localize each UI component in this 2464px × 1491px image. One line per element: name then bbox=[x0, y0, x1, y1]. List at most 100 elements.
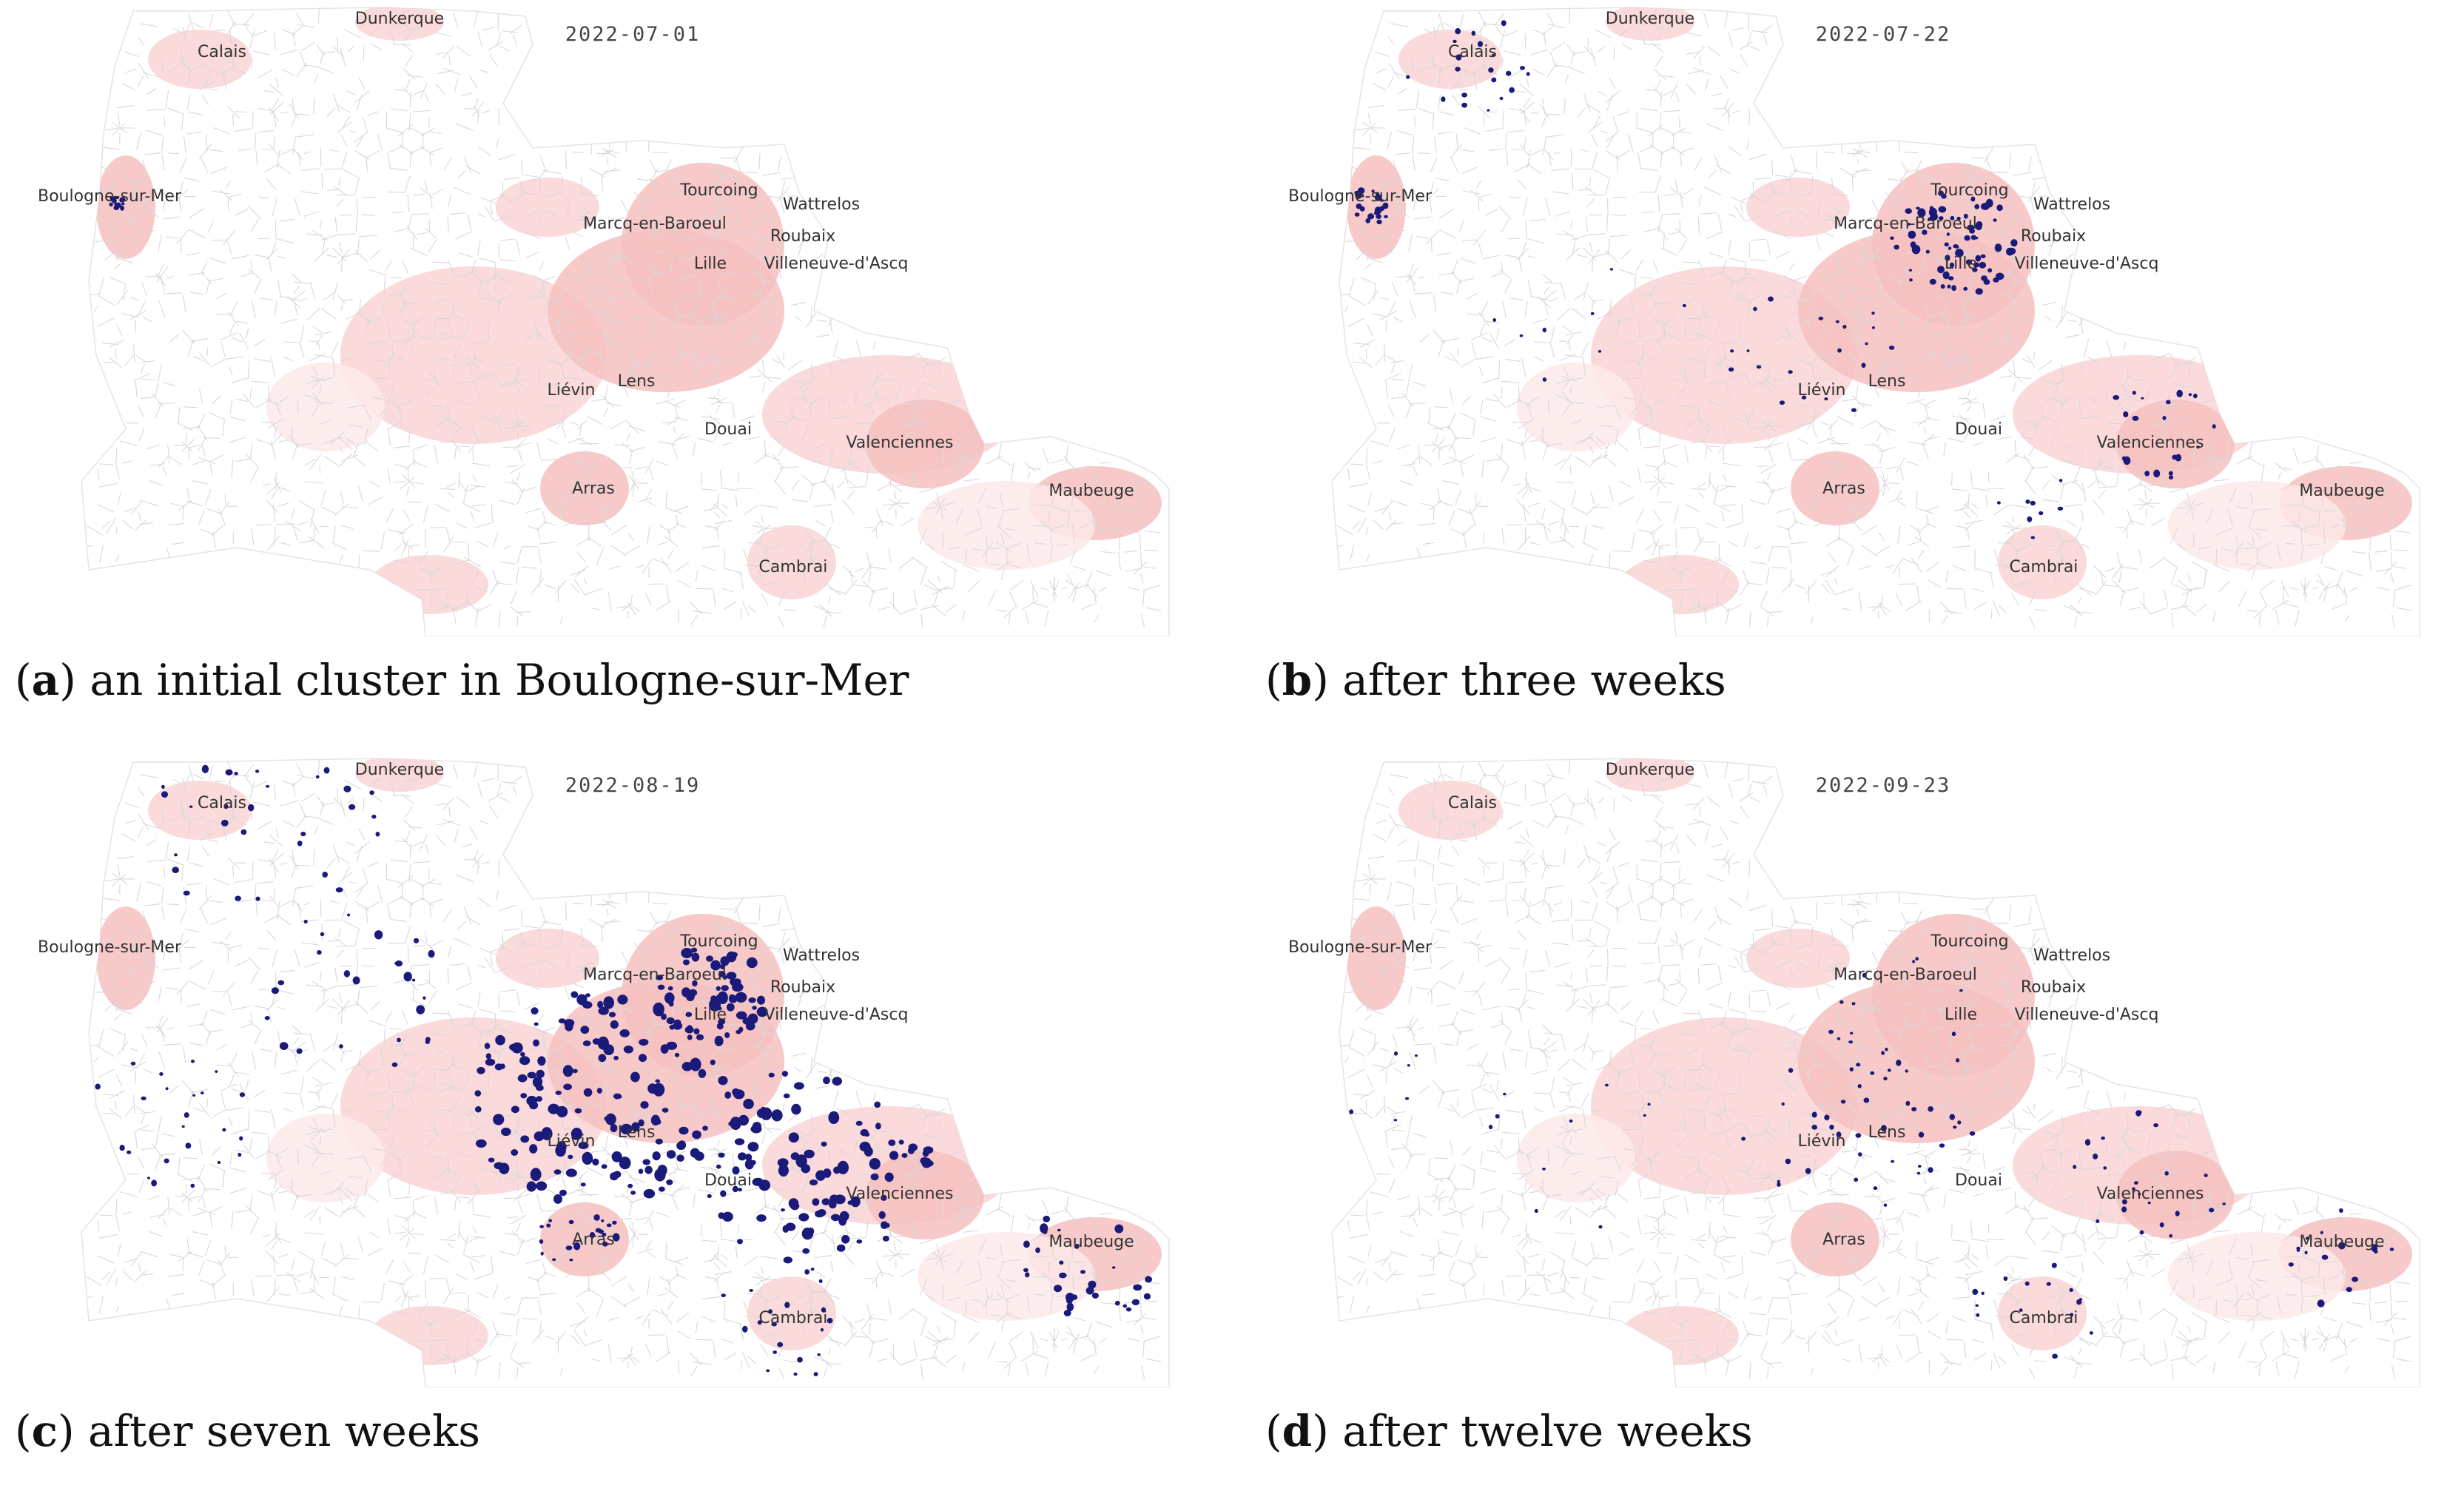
city-label-dunkerque: Dunkerque bbox=[1606, 10, 1694, 28]
infected-dot bbox=[1053, 1285, 1063, 1293]
infected-dot bbox=[1074, 1243, 1080, 1249]
infected-dot bbox=[818, 1279, 823, 1284]
population-density-layer bbox=[96, 7, 1162, 614]
infected-dot bbox=[2339, 1208, 2343, 1213]
infected-dot bbox=[568, 1219, 574, 1225]
infected-dot bbox=[798, 1213, 809, 1222]
infected-dot bbox=[676, 1154, 684, 1162]
infected-dot bbox=[612, 1220, 617, 1225]
infected-dot bbox=[2101, 1136, 2105, 1140]
infected-dot bbox=[570, 1128, 583, 1140]
infected-dot bbox=[638, 1119, 644, 1127]
infected-dot bbox=[781, 1071, 788, 1077]
infected-dot bbox=[794, 1082, 804, 1090]
infected-dot bbox=[728, 1121, 736, 1127]
city-label-wattrelos: Wattrelos bbox=[783, 946, 860, 965]
infected-dot bbox=[1871, 312, 1875, 315]
infected-dot bbox=[161, 784, 165, 789]
infected-dot bbox=[644, 1165, 653, 1174]
infected-dot bbox=[573, 1242, 581, 1251]
infected-dot bbox=[667, 986, 673, 991]
infected-dot bbox=[1779, 400, 1785, 405]
infected-dot bbox=[690, 947, 698, 953]
infected-dot bbox=[520, 1051, 525, 1057]
city-label-roubaix: Roubaix bbox=[2021, 978, 2086, 997]
municipality-borders bbox=[1333, 7, 2412, 628]
infected-dot bbox=[532, 1076, 543, 1088]
density-area bbox=[1998, 1276, 2087, 1350]
infected-dot bbox=[1407, 1064, 1410, 1067]
infected-dot bbox=[2164, 1171, 2169, 1176]
infected-dot bbox=[1862, 972, 1867, 978]
infected-dot bbox=[2296, 1248, 2300, 1252]
infected-dot bbox=[1023, 1240, 1030, 1248]
infected-dot bbox=[320, 932, 325, 937]
city-label-maubeuge: Maubeuge bbox=[2299, 482, 2384, 500]
infected-dot bbox=[1849, 1067, 1854, 1071]
infected-dot bbox=[1506, 70, 1512, 76]
city-label-valenciennes: Valenciennes bbox=[2096, 1185, 2204, 1203]
infected-dot bbox=[721, 1293, 726, 1298]
city-label-dunkerque: Dunkerque bbox=[355, 10, 444, 28]
infected-dot bbox=[735, 992, 747, 1003]
infected-dot bbox=[413, 938, 420, 943]
infected-dot bbox=[271, 987, 279, 994]
infected-dot bbox=[296, 1048, 303, 1054]
infected-dot bbox=[612, 1233, 620, 1242]
infected-dot bbox=[1861, 363, 1866, 368]
infected-dot bbox=[608, 1012, 616, 1017]
infected-dot bbox=[1855, 1133, 1862, 1138]
infected-dot bbox=[603, 996, 614, 1009]
caption-b: (b) after three weeks bbox=[1265, 655, 1726, 705]
infected-dot bbox=[698, 1068, 707, 1078]
infected-dot bbox=[1133, 1284, 1142, 1291]
city-label-tourcoing: Tourcoing bbox=[1930, 932, 2008, 951]
infected-dot bbox=[1035, 1247, 1040, 1253]
infected-dot bbox=[669, 1024, 675, 1030]
infected-dot bbox=[517, 1074, 528, 1083]
infected-dot bbox=[1598, 350, 1602, 353]
infected-dot bbox=[817, 1353, 821, 1356]
infected-dot bbox=[565, 1168, 577, 1177]
infected-dot bbox=[687, 1034, 693, 1040]
infected-dot bbox=[1894, 244, 1899, 250]
infected-dot bbox=[1756, 365, 1762, 369]
infected-dot bbox=[565, 1245, 573, 1251]
infected-dot bbox=[2059, 479, 2063, 482]
infected-dot bbox=[1824, 397, 1828, 401]
infected-dot bbox=[1950, 215, 1955, 221]
infected-dot bbox=[802, 1248, 810, 1254]
infected-dot bbox=[2352, 1276, 2359, 1282]
infected-dot bbox=[2069, 1288, 2073, 1292]
city-label-dunkerque: Dunkerque bbox=[355, 761, 444, 779]
infected-dot bbox=[1957, 1120, 1962, 1125]
infected-dot bbox=[2168, 471, 2173, 476]
infected-dot bbox=[537, 1056, 546, 1066]
infected-dot bbox=[1905, 208, 1912, 215]
infected-dot bbox=[2057, 506, 2064, 511]
infected-dot bbox=[745, 1154, 753, 1161]
infected-dot bbox=[1969, 1131, 1976, 1136]
infected-dot bbox=[555, 1145, 566, 1157]
city-label-wattrelos: Wattrelos bbox=[783, 195, 860, 214]
infected-dot bbox=[335, 887, 343, 893]
infected-dot bbox=[1741, 1137, 1746, 1141]
infected-dot bbox=[718, 1018, 726, 1025]
infected-dot bbox=[804, 1269, 810, 1275]
infected-dot bbox=[1942, 271, 1950, 280]
infected-dot bbox=[1929, 278, 1936, 285]
infected-dot bbox=[1059, 1272, 1067, 1279]
infected-dot bbox=[159, 1072, 164, 1076]
infected-dot bbox=[1980, 254, 1986, 258]
infected-dot bbox=[1956, 216, 1961, 221]
infected-dot bbox=[1965, 259, 1973, 266]
infected-dot bbox=[2089, 1331, 2093, 1335]
city-label-lens: Lens bbox=[618, 372, 656, 391]
infected-dot bbox=[141, 1096, 147, 1100]
infected-dot bbox=[1455, 67, 1461, 72]
infected-dot bbox=[1922, 229, 1928, 235]
infected-dot bbox=[2304, 1251, 2308, 1255]
infected-dot bbox=[757, 1320, 762, 1325]
density-area bbox=[96, 906, 155, 1010]
infected-dot bbox=[841, 1234, 850, 1244]
